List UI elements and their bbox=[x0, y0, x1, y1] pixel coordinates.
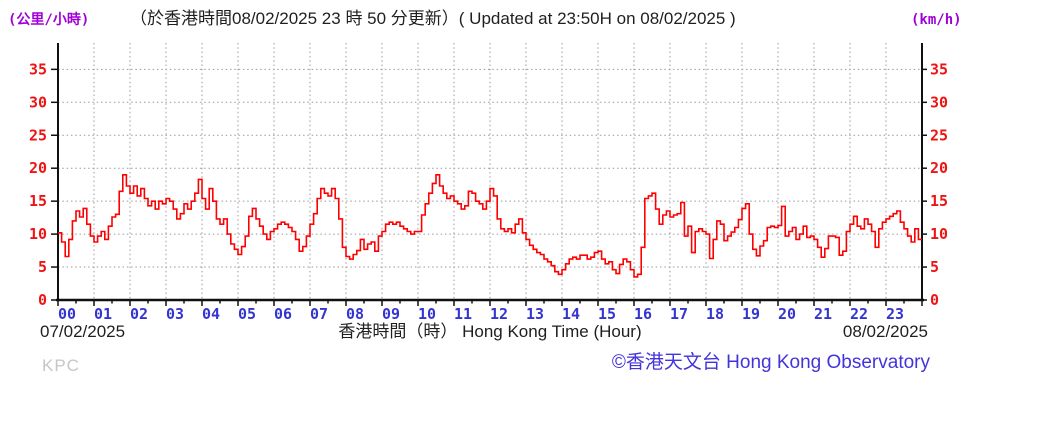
x-tick-label: 11 bbox=[454, 305, 472, 323]
y-tick-label-right: 20 bbox=[930, 159, 948, 177]
y-tick-label-left: 10 bbox=[29, 225, 47, 243]
y-tick-label-left: 15 bbox=[29, 192, 47, 210]
y-tick-label-right: 25 bbox=[930, 126, 948, 144]
x-tick-label: 03 bbox=[166, 305, 184, 323]
x-tick-label: 21 bbox=[814, 305, 832, 323]
station-code: KPC bbox=[42, 356, 80, 375]
x-tick-label: 12 bbox=[490, 305, 508, 323]
x-tick-label: 13 bbox=[526, 305, 544, 323]
x-tick-label: 02 bbox=[130, 305, 148, 323]
x-tick-label: 00 bbox=[58, 305, 76, 323]
wind-speed-line bbox=[58, 174, 922, 278]
x-tick-label: 04 bbox=[202, 305, 220, 323]
y-tick-label-right: 0 bbox=[930, 291, 939, 309]
axes bbox=[51, 43, 927, 306]
y-tick-label-right: 10 bbox=[930, 225, 948, 243]
x-tick-label: 07 bbox=[310, 305, 328, 323]
y-axis-unit-left: (公里/小時) bbox=[8, 11, 89, 28]
x-tick-label: 18 bbox=[706, 305, 724, 323]
y-tick-label-right: 35 bbox=[930, 60, 948, 78]
y-tick-label-right: 5 bbox=[930, 258, 939, 276]
x-tick-label: 08 bbox=[346, 305, 364, 323]
date-label-left: 07/02/2025 bbox=[40, 322, 125, 341]
x-tick-label: 15 bbox=[598, 305, 616, 323]
x-tick-label: 01 bbox=[94, 305, 112, 323]
x-tick-label: 10 bbox=[418, 305, 436, 323]
y-tick-label-left: 30 bbox=[29, 93, 47, 111]
y-tick-label-left: 0 bbox=[38, 291, 47, 309]
x-tick-label: 20 bbox=[778, 305, 796, 323]
x-tick-label: 22 bbox=[850, 305, 868, 323]
x-axis-title: 香港時間（時） Hong Kong Time (Hour) bbox=[338, 322, 641, 341]
y-tick-label-right: 30 bbox=[930, 93, 948, 111]
copyright: ©香港天文台 Hong Kong Observatory bbox=[612, 351, 931, 373]
y-tick-label-left: 5 bbox=[38, 258, 47, 276]
gridlines bbox=[58, 43, 922, 300]
x-tick-label: 09 bbox=[382, 305, 400, 323]
x-tick-label: 17 bbox=[670, 305, 688, 323]
y-tick-label-left: 25 bbox=[29, 126, 47, 144]
y-tick-label-left: 35 bbox=[29, 60, 47, 78]
date-label-right: 08/02/2025 bbox=[843, 322, 928, 341]
y-tick-label-left: 20 bbox=[29, 159, 47, 177]
x-tick-label: 19 bbox=[742, 305, 760, 323]
x-tick-label: 05 bbox=[238, 305, 256, 323]
y-tick-label-right: 15 bbox=[930, 192, 948, 210]
x-tick-label: 06 bbox=[274, 305, 292, 323]
y-axis-unit-right: (km/h) bbox=[911, 12, 962, 28]
x-tick-label: 23 bbox=[886, 305, 904, 323]
x-tick-label: 16 bbox=[634, 305, 652, 323]
chart-update-title: （於香港時間08/02/2025 23 時 50 分更新）( Updated a… bbox=[130, 9, 736, 28]
x-tick-label: 14 bbox=[562, 305, 580, 323]
